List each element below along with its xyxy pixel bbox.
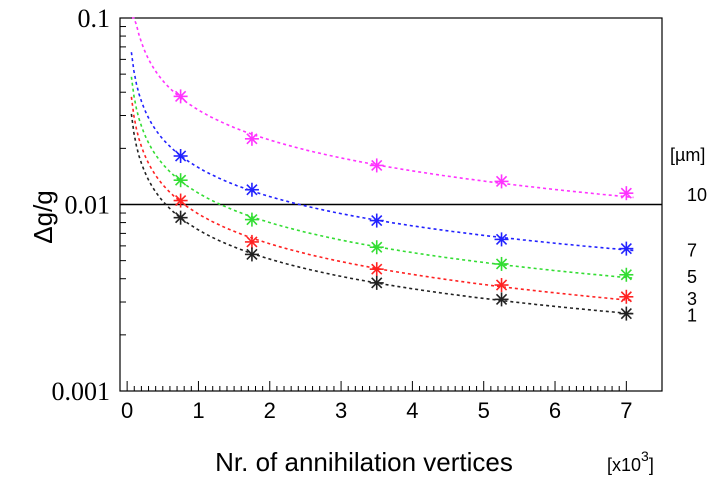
legend: 10 7 531 <box>687 185 707 325</box>
legend-label-1: 1 <box>687 306 697 326</box>
x-axis-multiplier-exp: 3 <box>641 448 649 464</box>
data-point-10 <box>369 158 384 173</box>
legend-label-10: 10 <box>687 185 707 205</box>
x-tick-label: 4 <box>406 398 418 423</box>
data-point-10 <box>244 131 259 146</box>
x-tick-label: 3 <box>335 398 347 423</box>
x-tick-label: 0 <box>121 398 133 423</box>
x-tick-label: 2 <box>264 398 276 423</box>
data-point-7 <box>369 213 384 228</box>
legend-label-3: 3 <box>687 289 697 309</box>
data-point-5 <box>619 267 634 282</box>
legend-unit: [µm] <box>670 145 705 165</box>
legend-label-5: 5 <box>687 267 697 287</box>
data-point-3 <box>619 289 634 304</box>
x-tick-label: 1 <box>192 398 204 423</box>
data-point-3 <box>173 193 188 208</box>
data-point-7 <box>173 148 188 163</box>
x-axis-multiplier-close: ] <box>649 455 654 475</box>
x-axis-multiplier: [x103] <box>607 448 654 475</box>
data-point-1 <box>244 247 259 262</box>
data-point-7 <box>619 241 634 256</box>
y-tick-label: 0.01 <box>65 191 111 220</box>
fit-curve-1 <box>130 113 634 315</box>
data-point-3 <box>494 278 509 293</box>
data-point-3 <box>244 234 259 249</box>
data-point-7 <box>494 232 509 247</box>
data-point-7 <box>244 182 259 197</box>
data-markers <box>173 89 634 321</box>
x-axis-title: Nr. of annihilation vertices <box>215 447 513 477</box>
data-point-5 <box>244 212 259 227</box>
data-point-10 <box>619 186 634 201</box>
data-point-10 <box>494 174 509 189</box>
fit-curve-10 <box>131 17 634 199</box>
data-point-1 <box>619 306 634 321</box>
legend-label-7: 7 <box>687 241 697 261</box>
data-point-1 <box>173 210 188 225</box>
data-point-1 <box>369 275 384 290</box>
data-point-1 <box>494 292 509 307</box>
data-point-5 <box>369 240 384 255</box>
data-point-10 <box>173 89 188 104</box>
data-point-3 <box>369 262 384 277</box>
data-point-5 <box>173 173 188 188</box>
y-tick-label: 0.001 <box>52 377 111 406</box>
x-tick-label: 7 <box>620 398 632 423</box>
data-point-5 <box>494 256 509 271</box>
axes: 0 1 2 3 4 5 6 7 0.1 0.01 0.001 <box>52 4 633 423</box>
x-tick-label: 6 <box>549 398 561 423</box>
fit-curve-3 <box>130 96 634 302</box>
x-axis-multiplier-base: [x10 <box>607 455 641 475</box>
y-axis-title: Δg/g <box>28 190 58 244</box>
y-tick-label: 0.1 <box>78 4 111 33</box>
x-tick-label: 5 <box>478 398 490 423</box>
